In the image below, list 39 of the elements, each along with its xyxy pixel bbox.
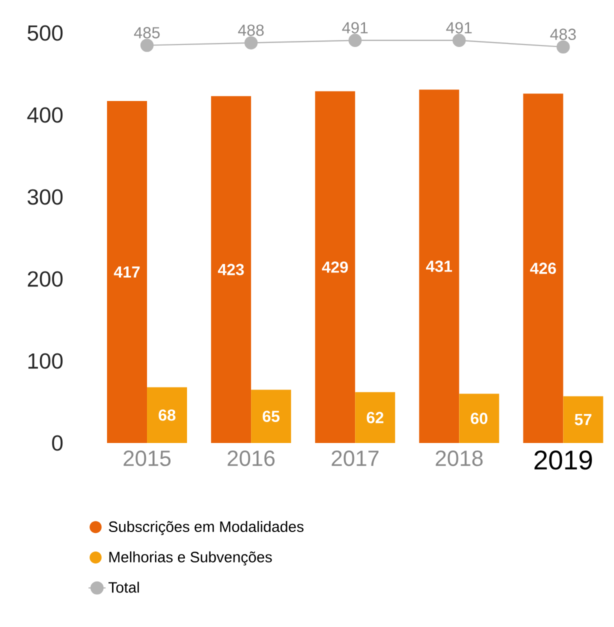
bar [251,390,292,443]
data-label: 491 [342,22,368,34]
y-tick-label: 200 [28,271,63,287]
x-tick-label: 2015 [124,450,171,466]
data-label: 417 [114,266,140,278]
bar [355,392,396,443]
x-tick-label: 2016 [228,450,275,466]
x-tick-label: 2019 [534,450,592,470]
bar [211,96,252,443]
data-label: 62 [366,412,384,424]
legend-label: Subscrições em Modalidades [108,520,304,536]
bar [523,94,564,443]
y-tick-label: 0 [52,435,63,451]
data-label: 426 [530,262,556,274]
y-tick-label: 300 [28,189,63,205]
data-label: 491 [446,22,472,34]
data-label: 65 [262,410,280,422]
x-tick-label: 2018 [436,450,483,466]
bar [315,91,356,443]
data-label: 431 [426,260,452,272]
bar [147,387,188,443]
bar [107,101,148,443]
data-label: 429 [322,261,348,273]
data-label: 483 [550,28,576,40]
y-tick-label: 400 [27,107,63,123]
data-label: 60 [470,412,488,424]
y-tick-label: 500 [28,25,63,41]
x-tick-label: 2017 [332,450,378,466]
data-label: 485 [134,27,160,38]
legend-label: Total [108,582,139,593]
y-tick-label: 100 [28,353,63,369]
bar [563,396,604,443]
data-label: 488 [238,24,264,36]
legend-label: Melhorias e Subvenções [109,551,272,566]
bar [419,90,460,443]
data-label: 57 [574,414,592,426]
data-label: 423 [218,264,244,276]
data-label: 68 [158,409,176,421]
bar [459,394,500,443]
